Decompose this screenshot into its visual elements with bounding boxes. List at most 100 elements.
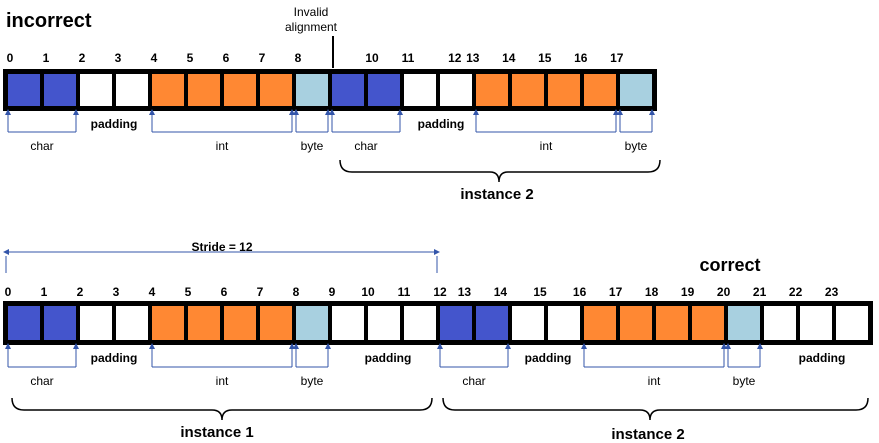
correct-index-label: 18 — [645, 285, 659, 299]
correct-cell-padding — [116, 306, 148, 340]
incorrect-segment-char: char — [5, 109, 79, 153]
correct-cell-padding — [548, 306, 580, 340]
incorrect-index-label: 2 — [79, 51, 86, 65]
incorrect-segment-label: int — [216, 139, 229, 153]
incorrect-segment-label: byte — [625, 139, 648, 153]
stride-label: Stride = 12 — [191, 240, 252, 254]
correct-cell-int — [620, 306, 652, 340]
incorrect-index-label: 16 — [574, 51, 588, 65]
incorrect-segment-label: char — [354, 139, 377, 153]
incorrect-cell-padding — [440, 74, 472, 106]
incorrect-index-labels: 0 1 2 3 4 5 6 7 8 10 11 12 13 14 15 16 17 — [7, 51, 624, 65]
incorrect-index-label: 11 — [402, 51, 415, 65]
correct-index-label: 19 — [681, 285, 695, 299]
correct-cell-int — [188, 306, 220, 340]
correct-index-label: 6 — [221, 285, 228, 299]
correct-index-label: 5 — [185, 285, 192, 299]
correct-index-label: 16 — [573, 285, 587, 299]
correct-index-label: 2 — [77, 285, 84, 299]
incorrect-segment-int: int — [149, 109, 295, 153]
correct-cell-padding — [80, 306, 112, 340]
correct-cell-int — [224, 306, 256, 340]
incorrect-memory-row — [3, 69, 657, 111]
correct-cell-padding — [404, 306, 436, 340]
incorrect-cell-int — [548, 74, 580, 106]
incorrect-cell-padding — [116, 74, 148, 106]
correct-index-label: 23 — [825, 285, 839, 299]
correct-cell-char — [440, 306, 472, 340]
correct-segment-char: char — [437, 343, 511, 388]
correct-cell-byte — [728, 306, 760, 340]
correct-padding-label-1: padding — [91, 351, 138, 365]
correct-cell-int — [584, 306, 616, 340]
correct-title: correct — [699, 255, 760, 275]
correct-index-label: 14 — [494, 285, 508, 299]
incorrect-cell-int — [188, 74, 220, 106]
incorrect-segment-label: int — [540, 139, 553, 153]
correct-cell-byte — [296, 306, 328, 340]
correct-cell-char — [8, 306, 40, 340]
incorrect-cell-int — [260, 74, 292, 106]
correct-segment-label: int — [216, 374, 229, 388]
incorrect-segment-label: char — [30, 139, 53, 153]
correct-cell-padding — [764, 306, 796, 340]
incorrect-index-label: 8 — [295, 51, 302, 65]
correct-index-label: 13 — [458, 285, 472, 299]
incorrect-index-label: 12 — [448, 51, 462, 65]
correct-instance2-brace — [442, 397, 869, 421]
correct-segment-byte: byte — [293, 343, 331, 388]
incorrect-index-label: 0 — [7, 51, 14, 65]
incorrect-instance2-brace — [339, 159, 661, 183]
incorrect-cell-int — [476, 74, 508, 106]
correct-cell-int — [692, 306, 724, 340]
incorrect-cell-char — [44, 74, 76, 106]
incorrect-index-label: 14 — [502, 51, 516, 65]
incorrect-segment-char: char — [329, 109, 403, 153]
incorrect-padding-label-1: padding — [91, 117, 138, 131]
correct-segment-label: byte — [301, 374, 324, 388]
incorrect-index-label: 6 — [223, 51, 230, 65]
incorrect-cell-char — [332, 74, 364, 106]
incorrect-index-label: 13 — [466, 51, 480, 65]
correct-index-label: 22 — [789, 285, 803, 299]
correct-index-label: 10 — [361, 285, 375, 299]
incorrect-title: incorrect — [6, 10, 92, 32]
correct-cell-int — [656, 306, 688, 340]
correct-segment-label: char — [30, 374, 53, 388]
correct-index-label: 7 — [257, 285, 264, 299]
correct-index-label: 9 — [329, 285, 336, 299]
incorrect-segment-byte: byte — [617, 109, 655, 153]
correct-cell-padding — [800, 306, 832, 340]
incorrect-cell-int — [512, 74, 544, 106]
correct-index-label: 20 — [717, 285, 731, 299]
invalid-alignment-note-line1: Invalid — [294, 5, 329, 19]
correct-cell-padding — [332, 306, 364, 340]
incorrect-index-label: 15 — [538, 51, 552, 65]
incorrect-cell-int — [224, 74, 256, 106]
correct-padding-label-4: padding — [799, 351, 846, 365]
correct-index-label: 3 — [113, 285, 120, 299]
incorrect-segment-byte: byte — [293, 109, 331, 153]
correct-cell-int — [152, 306, 184, 340]
incorrect-cell-byte — [296, 74, 328, 106]
incorrect-index-label: 4 — [151, 51, 158, 65]
correct-index-label: 21 — [753, 285, 767, 299]
correct-cell-padding — [512, 306, 544, 340]
incorrect-segment-int: int — [473, 109, 619, 153]
incorrect-index-label: 5 — [187, 51, 194, 65]
correct-segment-label: byte — [733, 374, 756, 388]
correct-memory-row — [3, 301, 873, 345]
correct-instance2-label: instance 2 — [611, 426, 684, 443]
correct-padding-label-3: padding — [525, 351, 572, 365]
incorrect-instance2-label: instance 2 — [460, 186, 533, 203]
correct-index-label: 17 — [609, 285, 623, 299]
incorrect-padding-label-2: padding — [418, 117, 465, 131]
incorrect-cell-int — [584, 74, 616, 106]
correct-instance1-brace — [11, 397, 433, 421]
incorrect-index-label: 1 — [43, 51, 50, 65]
correct-segment-byte: byte — [725, 343, 763, 388]
correct-index-label: 1 — [41, 285, 48, 299]
correct-index-label: 15 — [533, 285, 547, 299]
incorrect-cell-char — [368, 74, 400, 106]
incorrect-segment-arrows: char int byte char int byte — [5, 109, 655, 153]
